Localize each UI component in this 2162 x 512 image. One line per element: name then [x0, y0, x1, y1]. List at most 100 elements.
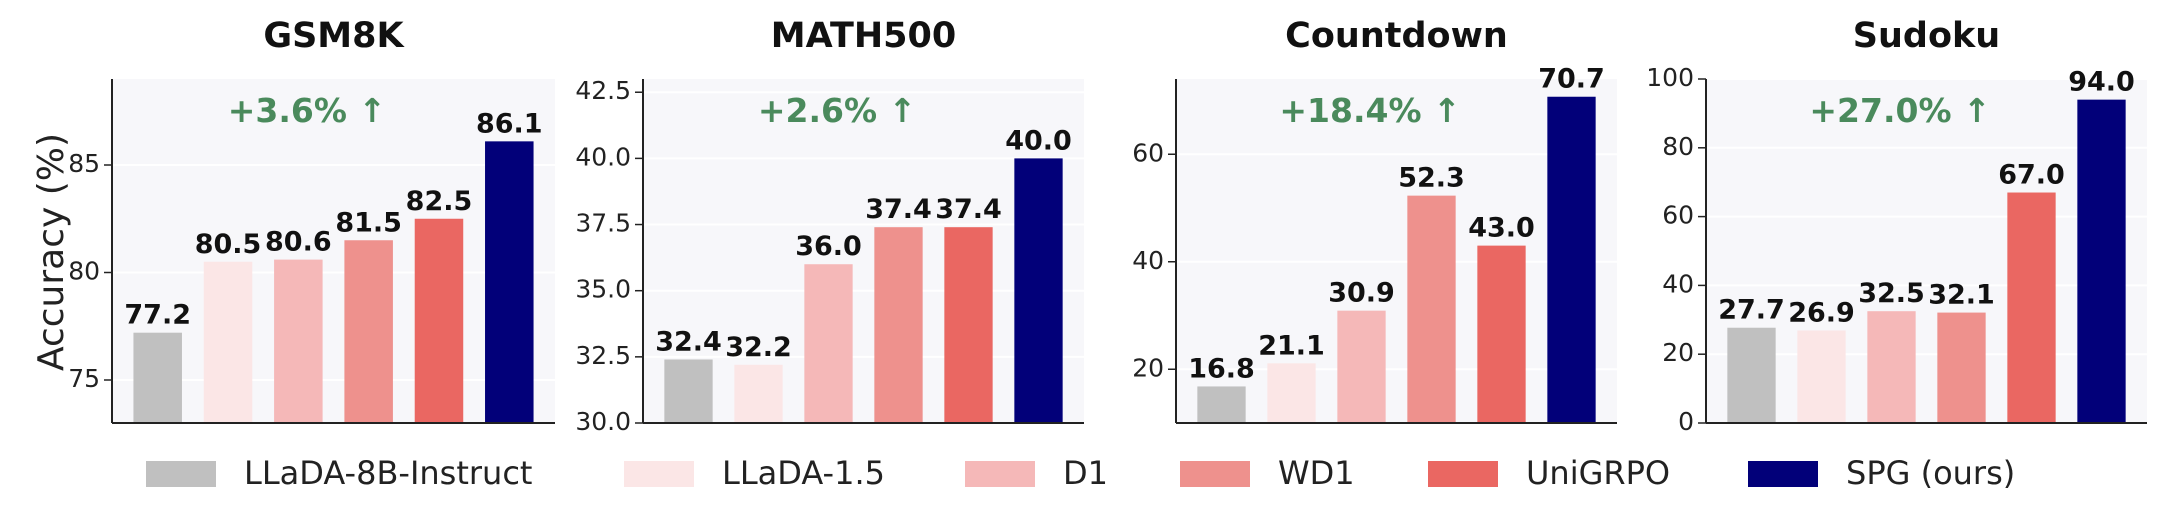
y-tick-label: 20	[1662, 338, 1694, 367]
bar-llada-8b-instruct	[1197, 386, 1246, 423]
y-tick-label: 37.5	[575, 209, 631, 238]
improvement-annotation: +18.4% ↑	[1279, 91, 1460, 130]
legend-swatch	[146, 461, 216, 487]
bar-value-label: 37.4	[865, 194, 932, 225]
chart-panels: 75 80 85 77.2 80.5 80.681.582.5 86.1 GSM8K +3.6%…	[68, 16, 2147, 436]
y-tick-label: 40.0	[575, 142, 631, 171]
legend-swatch	[965, 461, 1035, 487]
legend-label: D1	[1063, 454, 1108, 492]
bar-value-label: 30.9	[1328, 278, 1395, 309]
bar-wd1	[874, 227, 923, 423]
bar-llada-1-5	[1267, 363, 1316, 423]
improvement-annotation: +27.0% ↑	[1809, 91, 1990, 130]
bar-llada-8b-instruct	[1727, 327, 1776, 423]
bar-value-label: 40.0	[1005, 125, 1072, 156]
bar-spg-ours-	[1547, 96, 1596, 424]
bar-value-label: 16.8	[1188, 353, 1255, 384]
bar-llada-1-5	[734, 364, 783, 423]
bar-value-label: 82.5	[406, 186, 473, 217]
y-tick-label: 80	[1662, 132, 1694, 161]
legend-swatch	[1180, 461, 1250, 487]
y-tick-label: 0	[1678, 407, 1694, 436]
figure-ylabel: Accuracy (%)	[31, 133, 72, 371]
plot-area	[1176, 79, 1617, 423]
chart-panel-gsm8k: 75 80 85 77.2 80.5 80.681.582.5 86.1 GSM8K +3.6%…	[68, 16, 555, 424]
plot-area	[112, 79, 555, 423]
improvement-annotation: +3.6% ↑	[228, 91, 386, 130]
bar-value-label: 77.2	[124, 300, 191, 331]
y-tick-label: 32.5	[575, 341, 631, 370]
bar-llada-8b-instruct	[133, 332, 182, 423]
y-tick-label: 60	[1662, 201, 1694, 230]
chart-panel-countdown: 20 40 60 16.821.130.9 52.343.0 70.7 Countdown +…	[1132, 16, 1617, 424]
legend-item-unigrpo: UniGRPO	[1428, 454, 1670, 492]
legend-label: LLaDA-8B-Instruct	[244, 454, 532, 492]
bar-value-label: 32.1	[1928, 280, 1995, 311]
bar-unigrpo	[2007, 192, 2056, 423]
y-tick-label: 40	[1132, 246, 1164, 275]
bar-wd1	[1407, 195, 1456, 423]
legend-item-llada-1-5: LLaDA-1.5	[624, 454, 885, 492]
y-tick-label: 42.5	[575, 76, 631, 105]
bar-value-label: 21.1	[1258, 330, 1325, 361]
legend-label: UniGRPO	[1526, 454, 1670, 492]
bar-unigrpo	[944, 227, 993, 423]
bar-value-label: 67.0	[1998, 160, 2065, 191]
bar-d1	[274, 259, 323, 423]
bar-spg-ours-	[2077, 99, 2126, 423]
legend-label: LLaDA-1.5	[722, 454, 885, 492]
bar-spg-ours-	[485, 141, 534, 423]
chart-title: Sudoku	[1853, 16, 2000, 56]
legend-label: SPG (ours)	[1846, 454, 2015, 492]
bar-value-label: 70.7	[1538, 64, 1605, 95]
bar-d1	[804, 264, 853, 423]
bar-spg-ours-	[1014, 158, 1063, 423]
plot-area	[1706, 79, 2147, 423]
chart-panel-sudoku: 0 20 40 60 80 100 27.7 26.932.5 32.1 67.0 94.0 Sudo…	[1646, 16, 2147, 436]
legend-swatch	[1748, 461, 1818, 487]
bar-value-label: 37.4	[935, 194, 1002, 225]
legend-label: WD1	[1278, 454, 1355, 492]
y-tick-label: 85	[68, 149, 100, 178]
legend-item-spg-ours: SPG (ours)	[1748, 454, 2015, 492]
bar-value-label: 32.2	[725, 332, 792, 363]
legend-swatch	[1428, 461, 1498, 487]
bar-d1	[1867, 311, 1916, 423]
bar-value-label: 36.0	[795, 231, 862, 262]
plot-area	[643, 79, 1084, 423]
bar-value-label: 43.0	[1468, 213, 1535, 244]
bar-wd1	[1937, 312, 1986, 423]
bar-value-label: 52.3	[1398, 163, 1465, 194]
chart-title: GSM8K	[263, 16, 405, 56]
bar-value-label: 80.6	[265, 227, 332, 258]
chart-title: Countdown	[1285, 16, 1508, 56]
bar-value-label: 80.5	[195, 229, 262, 260]
chart-title: MATH500	[771, 16, 956, 56]
improvement-annotation: +2.6% ↑	[758, 91, 916, 130]
y-tick-label: 40	[1662, 269, 1694, 298]
bar-value-label: 26.9	[1788, 297, 1855, 328]
legend-item-llada-8b-instruct: LLaDA-8B-Instruct	[146, 454, 532, 492]
bar-value-label: 86.1	[476, 108, 543, 139]
bar-unigrpo	[1477, 245, 1526, 423]
bar-value-label: 81.5	[335, 207, 402, 238]
y-tick-label: 60	[1132, 138, 1164, 167]
y-tick-label: 80	[68, 257, 100, 286]
legend-swatch	[624, 461, 694, 487]
bar-value-label: 94.0	[2068, 67, 2135, 98]
bar-wd1	[344, 240, 393, 423]
legend-item-wd1: WD1	[1180, 454, 1355, 492]
y-tick-label: 30.0	[575, 407, 631, 436]
y-tick-label: 20	[1132, 353, 1164, 382]
y-tick-label: 35.0	[575, 275, 631, 304]
bar-llada-1-5	[1797, 330, 1846, 423]
bar-llada-8b-instruct	[664, 359, 713, 423]
y-tick-label: 75	[68, 364, 100, 393]
bar-llada-1-5	[203, 261, 253, 423]
bar-value-label: 27.7	[1718, 295, 1785, 326]
y-tick-label: 100	[1646, 63, 1694, 92]
bar-value-label: 32.5	[1858, 278, 1925, 309]
legend-item-d1: D1	[965, 454, 1108, 492]
legend: LLaDA-8B-Instruct LLaDA-1.5 D1 WD1 UniGRPO SP…	[146, 454, 2015, 492]
